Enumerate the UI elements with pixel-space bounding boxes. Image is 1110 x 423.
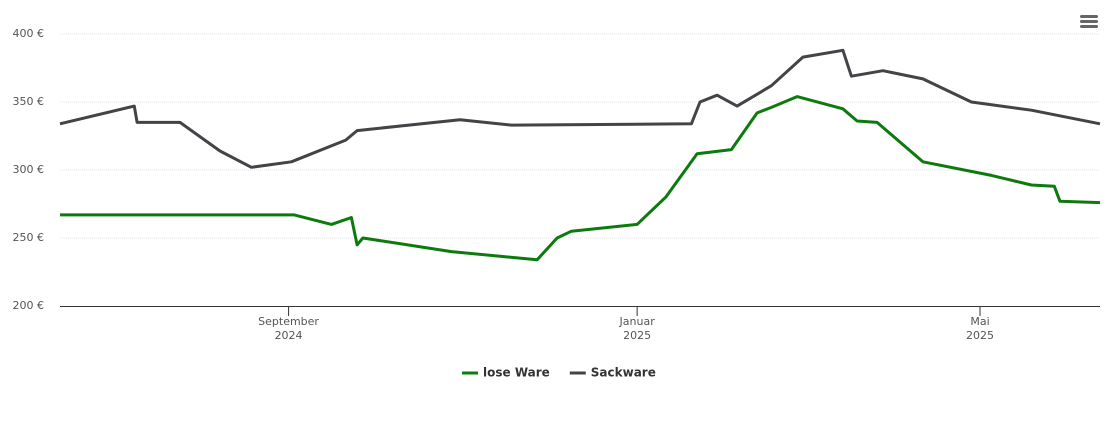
- x-tick-label-line: September: [258, 315, 319, 328]
- legend-label: lose Ware: [483, 366, 550, 380]
- x-tick-label-line: 2024: [275, 329, 303, 342]
- y-tick-label: 300 €: [13, 163, 45, 176]
- y-tick-label: 350 €: [13, 95, 45, 108]
- x-tick-label-line: Januar: [619, 315, 656, 328]
- x-tick-label: Januar 2025: [619, 315, 656, 342]
- x-tick-label: Mai 2025: [966, 315, 994, 342]
- y-tick-label: 400 €: [13, 27, 45, 40]
- x-tick-label-line: 2025: [623, 329, 651, 342]
- x-tick-label: September 2024: [258, 315, 319, 342]
- series-line: [60, 95, 1101, 262]
- y-tick-label: 250 €: [13, 231, 45, 244]
- y-tick-label: 200 €: [13, 299, 45, 312]
- legend-label: Sackware: [591, 366, 656, 380]
- series-line: [59, 48, 1101, 169]
- menu-icon[interactable]: [1080, 15, 1098, 28]
- x-tick-label-line: Mai: [970, 315, 989, 328]
- x-tick-label-line: 2025: [966, 329, 994, 342]
